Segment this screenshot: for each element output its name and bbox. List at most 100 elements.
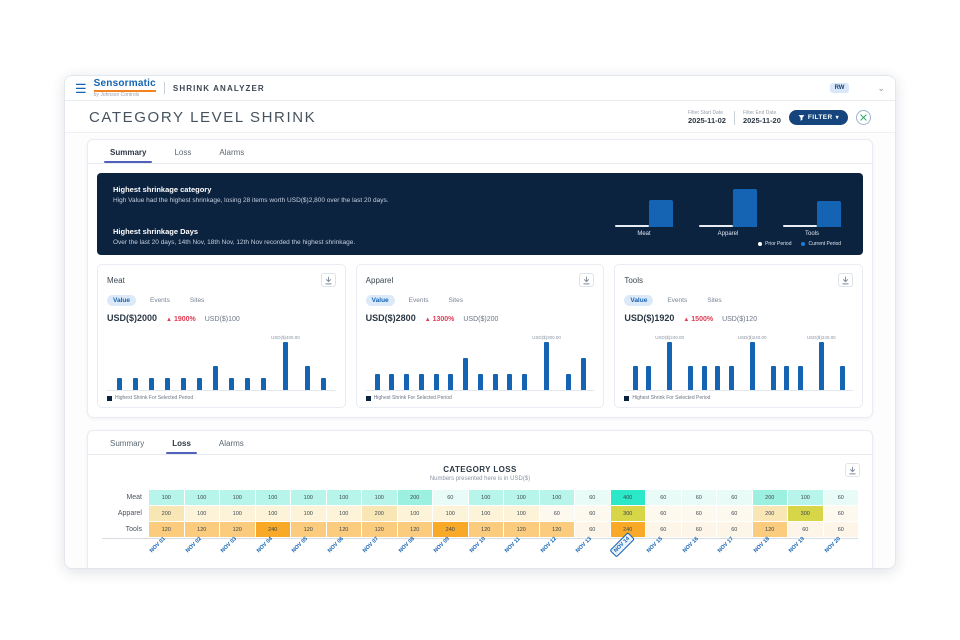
- heatmap-cell[interactable]: 60: [575, 522, 610, 537]
- heatmap-cell[interactable]: 60: [717, 490, 752, 505]
- heatmap-cell[interactable]: 100: [220, 490, 255, 505]
- heatmap-cell[interactable]: 60: [646, 522, 681, 537]
- heatmap-cell[interactable]: 100: [433, 506, 468, 521]
- heatmap-cell[interactable]: 60: [575, 506, 610, 521]
- heatmap-cell[interactable]: 240: [433, 522, 468, 537]
- app-window: ☰ Sensormatic by Johnson Controls SHRINK…: [64, 75, 896, 569]
- chip-value[interactable]: Value: [107, 295, 136, 306]
- bar: [632, 366, 638, 390]
- filter-button[interactable]: FILTER ▾: [788, 110, 848, 125]
- heatmap-cell[interactable]: 60: [681, 506, 716, 521]
- heatmap-cell[interactable]: 300: [610, 506, 645, 521]
- chip-sites[interactable]: Sites: [448, 297, 463, 304]
- heatmap-cell[interactable]: 60: [788, 522, 823, 537]
- heatmap-cell[interactable]: 120: [468, 522, 503, 537]
- filter-caret-icon: ▾: [835, 115, 839, 121]
- heatmap-cell[interactable]: 100: [326, 490, 361, 505]
- product-name: SHRINK ANALYZER: [172, 83, 265, 93]
- heatmap-cell[interactable]: 200: [149, 506, 184, 521]
- heatmap-cell[interactable]: 100: [539, 490, 574, 505]
- chip-value[interactable]: Value: [624, 295, 654, 306]
- heatmap-cell[interactable]: 60: [646, 490, 681, 505]
- heatmap-cell[interactable]: 120: [184, 522, 219, 537]
- download-button[interactable]: [838, 273, 854, 287]
- heatmap-cell[interactable]: 120: [397, 522, 432, 537]
- chip-sites[interactable]: Sites: [707, 297, 722, 304]
- chevron-down-icon[interactable]: ⌄: [877, 82, 885, 93]
- bar-column: [767, 329, 780, 390]
- heatmap-cell[interactable]: 100: [326, 506, 361, 521]
- heatmap-cell[interactable]: 200: [362, 506, 397, 521]
- heatmap-cell[interactable]: 100: [255, 490, 290, 505]
- chip-events[interactable]: Events: [667, 297, 688, 304]
- tab-alarms[interactable]: Alarms: [218, 439, 244, 448]
- heatmap-cell[interactable]: 120: [220, 522, 255, 537]
- heatmap-cell[interactable]: 100: [362, 490, 397, 505]
- heatmap-cell[interactable]: 60: [717, 522, 752, 537]
- bar-column: [724, 329, 737, 390]
- heatmap-cell[interactable]: 100: [291, 490, 326, 505]
- heatmap-cell[interactable]: 100: [504, 506, 539, 521]
- heatmap-cell[interactable]: 60: [823, 490, 858, 505]
- heatmap-cell[interactable]: 60: [539, 506, 574, 521]
- date-label: NOV 05: [290, 536, 309, 555]
- heatmap-cell[interactable]: 240: [610, 522, 645, 537]
- hamburger-menu-icon[interactable]: ☰: [75, 80, 87, 96]
- prior-period-line: [615, 225, 649, 227]
- heatmap-cell[interactable]: 120: [504, 522, 539, 537]
- heatmap-cell[interactable]: 100: [468, 506, 503, 521]
- heatmap-cell[interactable]: 240: [255, 522, 290, 537]
- heatmap-cell[interactable]: 100: [149, 490, 184, 505]
- heatmap-cell[interactable]: 120: [291, 522, 326, 537]
- tab-alarms[interactable]: Alarms: [219, 148, 245, 157]
- filter-end-date: Filter End Date 2025-11-20: [743, 110, 781, 125]
- heatmap-cell[interactable]: 60: [646, 506, 681, 521]
- download-button[interactable]: [320, 273, 336, 287]
- heatmap-cell[interactable]: 200: [752, 490, 787, 505]
- insight1-body: High Value had the highest shrinkage, lo…: [113, 197, 389, 204]
- mini-chart-category-label: Apparel: [717, 231, 739, 237]
- heatmap-cell[interactable]: 120: [326, 522, 361, 537]
- heatmap-cell[interactable]: 300: [788, 506, 823, 521]
- clear-filter-button[interactable]: [856, 110, 871, 125]
- heatmap-cell[interactable]: 100: [291, 506, 326, 521]
- heatmap-cell[interactable]: 100: [468, 490, 503, 505]
- heatmap-cell[interactable]: 200: [752, 506, 787, 521]
- heatmap-cell[interactable]: 100: [504, 490, 539, 505]
- heatmap-cell[interactable]: 100: [788, 490, 823, 505]
- chip-events[interactable]: Events: [408, 297, 429, 304]
- card-metric-chips: Value Events Sites: [365, 295, 595, 306]
- heatmap-cell[interactable]: 60: [823, 522, 858, 537]
- chip-value[interactable]: Value: [365, 295, 395, 306]
- chip-sites[interactable]: Sites: [189, 297, 205, 304]
- heatmap-divider: [102, 538, 858, 539]
- heatmap-corner: [102, 540, 148, 568]
- heatmap-cell[interactable]: 100: [184, 506, 219, 521]
- tab-loss[interactable]: Loss: [158, 431, 205, 454]
- download-button[interactable]: [579, 273, 595, 287]
- heatmap-cell[interactable]: 120: [149, 522, 184, 537]
- heatmap-cell[interactable]: 100: [184, 490, 219, 505]
- download-button[interactable]: [845, 463, 860, 477]
- heatmap-cell[interactable]: 400: [610, 490, 645, 505]
- bar-column: [111, 329, 127, 390]
- heatmap-cell[interactable]: 60: [575, 490, 610, 505]
- tab-summary[interactable]: Summary: [110, 439, 145, 448]
- heatmap-cell[interactable]: 120: [539, 522, 574, 537]
- tab-loss[interactable]: Loss: [174, 148, 192, 157]
- brand-logo: Sensormatic by Johnson Controls: [93, 78, 156, 98]
- heatmap-cell[interactable]: 60: [433, 490, 468, 505]
- tab-summary[interactable]: Summary: [96, 140, 160, 163]
- heatmap-cell[interactable]: 200: [397, 490, 432, 505]
- heatmap-cell[interactable]: 60: [681, 522, 716, 537]
- heatmap-cell[interactable]: 100: [255, 506, 290, 521]
- heatmap-cell[interactable]: 100: [397, 506, 432, 521]
- heatmap-cell[interactable]: 60: [717, 506, 752, 521]
- heatmap-cell[interactable]: 60: [823, 506, 858, 521]
- heatmap-cell[interactable]: 120: [362, 522, 397, 537]
- chip-events[interactable]: Events: [149, 297, 170, 304]
- heatmap-cell[interactable]: 60: [681, 490, 716, 505]
- user-badge[interactable]: RW: [829, 83, 850, 93]
- heatmap-cell[interactable]: 120: [752, 522, 787, 537]
- heatmap-cell[interactable]: 100: [220, 506, 255, 521]
